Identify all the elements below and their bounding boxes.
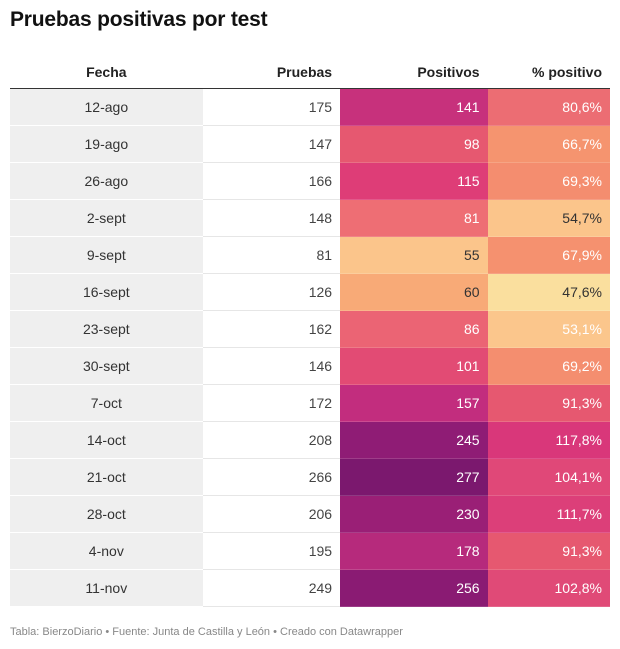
cell-pruebas: 166 [202,162,341,200]
cell-fecha: 26-ago [10,162,203,200]
cell-fecha: 2-sept [10,199,203,237]
table-row: 23-sept 162 86 53,1% [10,310,610,348]
cell-pruebas: 249 [202,569,341,607]
cell-fecha: 11-nov [10,569,203,607]
cell-pruebas: 172 [202,384,341,422]
source-footer: Tabla: BierzoDiario • Fuente: Junta de C… [10,626,403,638]
cell-fecha: 16-sept [10,273,203,311]
cell-positivos: 256 [340,569,488,607]
table-row: 16-sept 126 60 47,6% [10,273,610,311]
table-row: 11-nov 249 256 102,8% [10,569,610,607]
cell-pruebas: 81 [202,236,341,274]
cell-pruebas: 195 [202,532,341,570]
data-table: Fecha Pruebas Positivos % positivo 12-ag… [10,56,610,607]
chart-title: Pruebas positivas por test [10,8,268,31]
column-header-fecha[interactable]: Fecha [10,56,203,89]
cell-pruebas: 126 [202,273,341,311]
cell-porcentaje: 69,2% [487,347,610,385]
table-row: 2-sept 148 81 54,7% [10,199,610,237]
header-row: Fecha Pruebas Positivos % positivo [10,56,610,89]
cell-pruebas: 206 [202,495,341,533]
table-row: 12-ago 175 141 80,6% [10,88,610,126]
cell-positivos: 60 [340,273,488,311]
cell-porcentaje: 80,6% [487,88,610,126]
cell-porcentaje: 111,7% [487,495,610,533]
cell-pruebas: 266 [202,458,341,496]
cell-fecha: 4-nov [10,532,203,570]
cell-positivos: 115 [340,162,488,200]
table-row: 30-sept 146 101 69,2% [10,347,610,385]
cell-porcentaje: 69,3% [487,162,610,200]
cell-positivos: 55 [340,236,488,274]
cell-fecha: 14-oct [10,421,203,459]
cell-positivos: 178 [340,532,488,570]
cell-fecha: 30-sept [10,347,203,385]
table-row: 21-oct 266 277 104,1% [10,458,610,496]
cell-fecha: 9-sept [10,236,203,274]
table-row: 7-oct 172 157 91,3% [10,384,610,422]
cell-porcentaje: 66,7% [487,125,610,163]
cell-porcentaje: 47,6% [487,273,610,311]
cell-pruebas: 148 [202,199,341,237]
cell-positivos: 277 [340,458,488,496]
cell-fecha: 21-oct [10,458,203,496]
cell-porcentaje: 54,7% [487,199,610,237]
table-row: 14-oct 208 245 117,8% [10,421,610,459]
cell-positivos: 81 [340,199,488,237]
cell-pruebas: 162 [202,310,341,348]
cell-porcentaje: 67,9% [487,236,610,274]
cell-porcentaje: 53,1% [487,310,610,348]
cell-fecha: 19-ago [10,125,203,163]
table-row: 19-ago 147 98 66,7% [10,125,610,163]
cell-porcentaje: 91,3% [487,532,610,570]
cell-positivos: 141 [340,88,488,126]
table-body: 12-ago 175 141 80,6% 19-ago 147 98 66,7% 26-ago 1… [10,88,610,607]
cell-positivos: 101 [340,347,488,385]
cell-positivos: 245 [340,421,488,459]
table-row: 4-nov 195 178 91,3% [10,532,610,570]
column-header-pruebas[interactable]: Pruebas [202,56,341,89]
cell-positivos: 157 [340,384,488,422]
table-row: 28-oct 206 230 111,7% [10,495,610,533]
column-header-positivos[interactable]: Positivos [340,56,488,89]
table-header: Fecha Pruebas Positivos % positivo [10,56,610,89]
cell-fecha: 7-oct [10,384,203,422]
cell-fecha: 23-sept [10,310,203,348]
cell-porcentaje: 117,8% [487,421,610,459]
table-row: 9-sept 81 55 67,9% [10,236,610,274]
cell-porcentaje: 104,1% [487,458,610,496]
cell-porcentaje: 91,3% [487,384,610,422]
cell-porcentaje: 102,8% [487,569,610,607]
column-header-porcentaje[interactable]: % positivo [487,56,610,89]
cell-pruebas: 146 [202,347,341,385]
cell-positivos: 230 [340,495,488,533]
cell-pruebas: 208 [202,421,341,459]
cell-pruebas: 175 [202,88,341,126]
cell-fecha: 28-oct [10,495,203,533]
cell-fecha: 12-ago [10,88,203,126]
cell-positivos: 86 [340,310,488,348]
cell-positivos: 98 [340,125,488,163]
cell-pruebas: 147 [202,125,341,163]
table-row: 26-ago 166 115 69,3% [10,162,610,200]
